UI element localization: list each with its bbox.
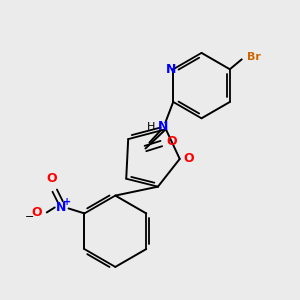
Text: N: N xyxy=(166,63,176,76)
Text: O: O xyxy=(183,152,194,165)
Text: +: + xyxy=(62,196,71,206)
Text: H: H xyxy=(147,122,156,132)
Text: N: N xyxy=(158,120,169,133)
Text: O: O xyxy=(32,206,42,219)
Text: O: O xyxy=(46,172,57,185)
Text: N: N xyxy=(56,201,66,214)
Text: O: O xyxy=(166,135,176,148)
Text: Br: Br xyxy=(247,52,260,62)
Text: −: − xyxy=(25,212,34,222)
